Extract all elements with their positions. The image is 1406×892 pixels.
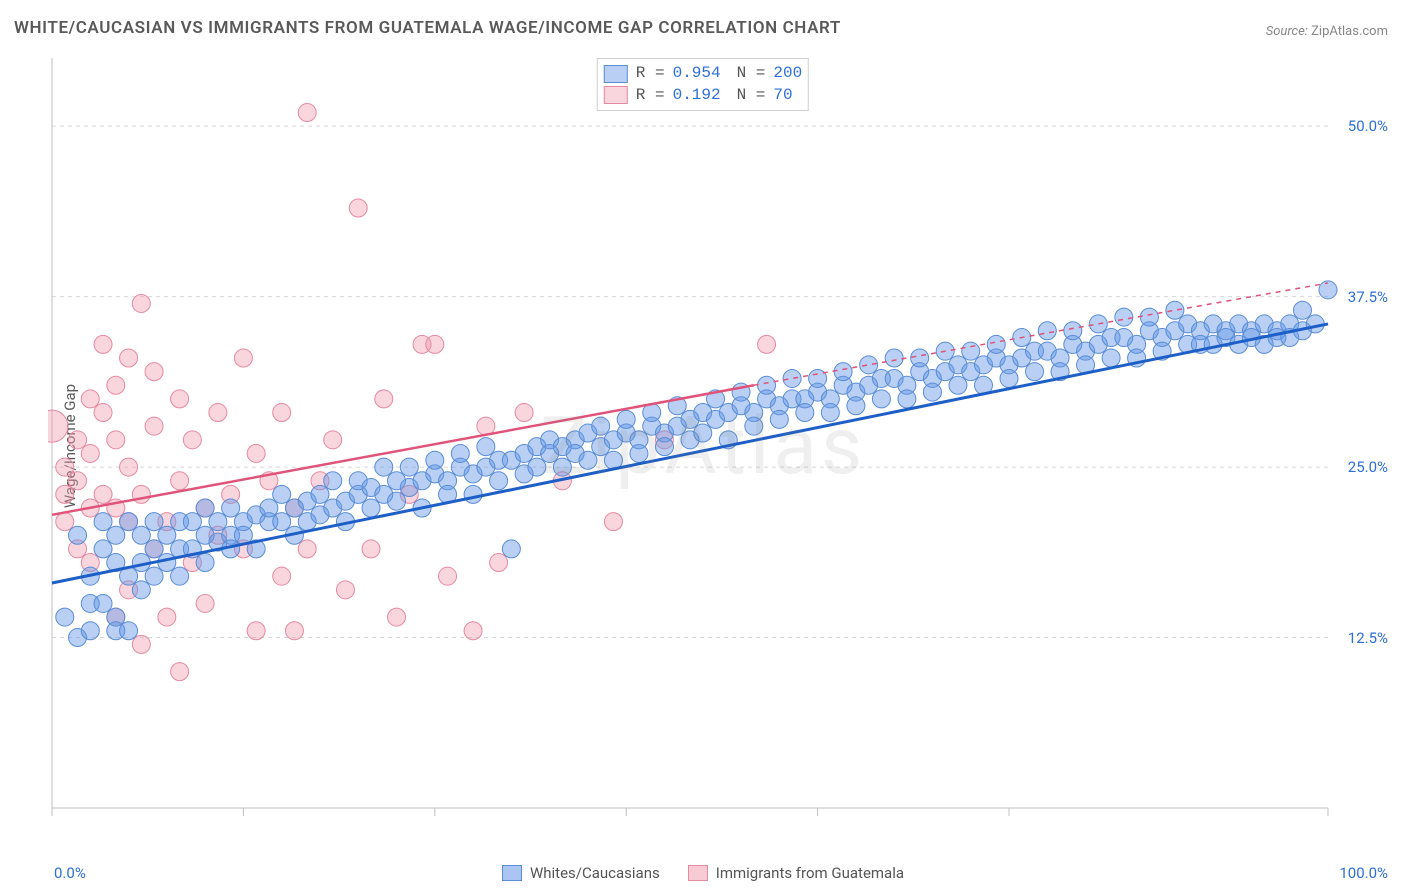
- stats-row: R = 0.954 N = 200: [604, 63, 802, 85]
- legend-item: Immigrants from Guatemala: [688, 864, 904, 882]
- chart-container: WHITE/CAUCASIAN VS IMMIGRANTS FROM GUATE…: [0, 0, 1406, 892]
- series-legend: Whites/Caucasians Immigrants from Guatema…: [0, 864, 1406, 882]
- y-tick-label: 25.0%: [1348, 458, 1388, 476]
- source-attribution: Source: ZipAtlas.com: [1266, 24, 1388, 39]
- y-tick-label: 50.0%: [1348, 117, 1388, 135]
- chart-title: WHITE/CAUCASIAN VS IMMIGRANTS FROM GUATE…: [14, 18, 841, 38]
- series-swatch-icon: [604, 86, 628, 104]
- scatter-plot: [48, 54, 1388, 844]
- y-tick-label: 37.5%: [1348, 288, 1388, 306]
- correlation-stats-box: R = 0.954 N = 200R = 0.192 N = 70: [597, 58, 809, 111]
- y-tick-label: 12.5%: [1348, 629, 1388, 647]
- legend-item: Whites/Caucasians: [502, 864, 660, 882]
- legend-swatch-icon: [688, 865, 708, 881]
- source-label: Source:: [1266, 24, 1308, 39]
- source-value: ZipAtlas.com: [1311, 24, 1388, 39]
- legend-label: Immigrants from Guatemala: [716, 864, 904, 882]
- stats-row: R = 0.192 N = 70: [604, 85, 802, 107]
- legend-swatch-icon: [502, 865, 522, 881]
- series-swatch-icon: [604, 65, 628, 83]
- legend-label: Whites/Caucasians: [530, 864, 660, 882]
